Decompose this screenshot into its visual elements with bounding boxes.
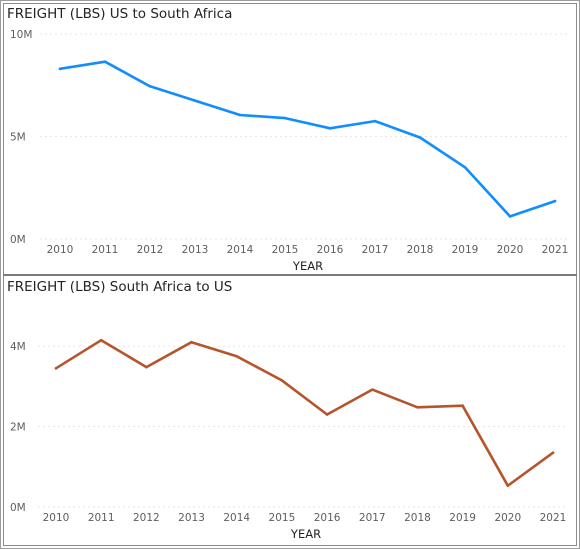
- data-point: [58, 67, 62, 71]
- x-tick-label: 2013: [178, 512, 205, 524]
- y-tick-label: 10M: [10, 29, 32, 41]
- chart-title-bottom: FREIGHT (LBS) South Africa to US: [7, 279, 233, 295]
- chart-panel-south-africa-to-us: [3, 274, 577, 546]
- x-tick-label: 2021: [542, 244, 569, 256]
- x-tick-label: 2020: [497, 244, 524, 256]
- data-point: [418, 136, 422, 139]
- x-tick-label: 2012: [137, 244, 164, 256]
- x-tick-label: 2018: [407, 244, 434, 256]
- x-tick-label: 2013: [182, 244, 209, 256]
- x-tick-label: 2014: [227, 244, 254, 256]
- x-tick-label: 2014: [223, 512, 250, 524]
- y-tick-label: 0M: [10, 502, 26, 514]
- x-axis-title: YEAR: [292, 259, 323, 273]
- data-point: [235, 354, 239, 358]
- data-point: [461, 404, 464, 407]
- data-point: [506, 484, 510, 487]
- data-point: [463, 165, 467, 169]
- y-tick-label: 2M: [10, 422, 26, 434]
- x-tick-label: 2019: [449, 512, 476, 524]
- chart-panel-us-to-south-africa: [3, 3, 577, 274]
- series-line: [54, 338, 555, 488]
- x-tick-label: 2015: [269, 512, 296, 524]
- data-point: [508, 215, 512, 218]
- x-tick-label: 2020: [494, 512, 521, 524]
- x-tick-label: 2016: [314, 512, 341, 524]
- x-tick-label: 2010: [43, 512, 70, 524]
- x-tick-label: 2012: [133, 512, 160, 524]
- data-point: [148, 84, 152, 88]
- x-tick-label: 2016: [317, 244, 344, 256]
- data-point: [190, 340, 193, 344]
- chart-title-top: FREIGHT (LBS) US to South Africa: [7, 6, 233, 22]
- x-tick-label: 2017: [359, 512, 386, 524]
- x-tick-label: 2018: [404, 512, 431, 524]
- y-tick-label: 0M: [10, 234, 26, 246]
- y-tick-label: 4M: [10, 341, 26, 353]
- series-line: [58, 60, 557, 218]
- data-point: [325, 413, 329, 416]
- y-tick-label: 5M: [10, 132, 26, 144]
- x-tick-label: 2021: [540, 512, 567, 524]
- x-tick-label: 2011: [88, 512, 115, 524]
- data-point: [103, 60, 107, 63]
- data-point: [551, 451, 555, 455]
- x-tick-label: 2015: [272, 244, 299, 256]
- x-axis-title: YEAR: [290, 527, 321, 541]
- data-point: [370, 388, 374, 391]
- data-point: [193, 99, 197, 102]
- data-point: [328, 127, 332, 130]
- x-tick-label: 2010: [47, 244, 74, 256]
- line-chart-us-to-south-africa: 0M 5M 10M 2010 2011 2012 2013 2014 2015 2016 2017 2…: [10, 29, 569, 273]
- data-point: [553, 199, 557, 203]
- x-tick-label: 2011: [92, 244, 119, 256]
- data-point: [238, 113, 242, 117]
- data-point: [280, 379, 284, 382]
- x-tick-label: 2017: [362, 244, 389, 256]
- data-point: [283, 116, 287, 120]
- data-point: [99, 338, 103, 342]
- data-point: [145, 365, 148, 369]
- data-point: [373, 119, 377, 123]
- data-point: [416, 406, 419, 409]
- x-tick-label: 2019: [452, 244, 479, 256]
- data-point: [54, 367, 58, 370]
- panel-divider: [3, 274, 577, 276]
